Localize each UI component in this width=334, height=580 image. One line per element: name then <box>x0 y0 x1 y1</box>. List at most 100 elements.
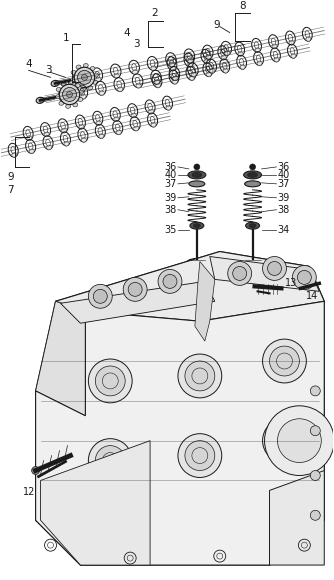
Ellipse shape <box>118 87 123 92</box>
Circle shape <box>270 426 299 455</box>
Ellipse shape <box>76 65 81 69</box>
Ellipse shape <box>240 64 245 70</box>
Polygon shape <box>270 470 324 565</box>
Circle shape <box>295 287 301 292</box>
Circle shape <box>62 88 76 102</box>
Ellipse shape <box>171 66 175 71</box>
Ellipse shape <box>70 78 75 82</box>
Circle shape <box>89 284 112 308</box>
Text: 35: 35 <box>165 224 177 235</box>
Ellipse shape <box>206 55 211 59</box>
Ellipse shape <box>210 68 215 74</box>
Circle shape <box>95 445 125 476</box>
Ellipse shape <box>90 67 95 71</box>
Circle shape <box>194 164 200 170</box>
Ellipse shape <box>114 117 119 122</box>
Ellipse shape <box>245 222 260 229</box>
Ellipse shape <box>47 145 51 150</box>
Ellipse shape <box>97 121 101 125</box>
Text: 4: 4 <box>25 59 32 70</box>
Text: 7: 7 <box>7 185 14 195</box>
Circle shape <box>297 270 311 284</box>
Ellipse shape <box>99 134 104 139</box>
Ellipse shape <box>44 132 49 137</box>
Ellipse shape <box>223 68 228 73</box>
Text: 40: 40 <box>165 170 177 180</box>
Ellipse shape <box>96 77 101 82</box>
Circle shape <box>59 84 79 104</box>
Ellipse shape <box>93 80 98 84</box>
Ellipse shape <box>61 82 66 86</box>
Circle shape <box>278 419 321 462</box>
Ellipse shape <box>75 84 80 88</box>
Ellipse shape <box>169 62 175 67</box>
Ellipse shape <box>225 50 230 56</box>
Ellipse shape <box>249 224 256 227</box>
Text: 40: 40 <box>278 170 290 180</box>
Ellipse shape <box>291 53 296 59</box>
Ellipse shape <box>62 98 67 103</box>
Text: 34: 34 <box>278 224 290 235</box>
Circle shape <box>310 470 320 480</box>
Ellipse shape <box>27 136 32 140</box>
Ellipse shape <box>173 79 177 84</box>
Ellipse shape <box>66 104 70 108</box>
Ellipse shape <box>149 109 154 114</box>
Text: 3: 3 <box>45 66 52 75</box>
Ellipse shape <box>114 74 119 78</box>
Text: 2: 2 <box>152 8 158 17</box>
Circle shape <box>128 282 142 296</box>
Polygon shape <box>210 256 319 291</box>
Circle shape <box>233 266 246 280</box>
Ellipse shape <box>243 171 262 179</box>
Ellipse shape <box>204 59 209 64</box>
Ellipse shape <box>79 90 84 94</box>
Circle shape <box>263 339 306 383</box>
Circle shape <box>263 419 306 462</box>
Circle shape <box>178 434 222 477</box>
Text: 3: 3 <box>134 39 140 49</box>
Ellipse shape <box>133 70 138 74</box>
Circle shape <box>270 346 299 376</box>
Ellipse shape <box>88 86 93 90</box>
Ellipse shape <box>274 57 279 62</box>
Ellipse shape <box>193 224 200 227</box>
Text: 1: 1 <box>63 32 69 42</box>
Circle shape <box>310 510 320 520</box>
Ellipse shape <box>191 72 196 77</box>
Ellipse shape <box>71 70 76 74</box>
Polygon shape <box>36 301 324 565</box>
Ellipse shape <box>74 84 79 88</box>
Polygon shape <box>55 252 324 321</box>
Circle shape <box>89 438 132 483</box>
Ellipse shape <box>166 106 171 110</box>
Text: 12: 12 <box>22 487 35 498</box>
Polygon shape <box>195 262 215 341</box>
Ellipse shape <box>206 72 211 77</box>
Ellipse shape <box>55 95 60 99</box>
Ellipse shape <box>77 81 82 86</box>
Circle shape <box>123 277 147 301</box>
Text: 8: 8 <box>239 1 246 10</box>
Ellipse shape <box>272 44 277 49</box>
Ellipse shape <box>79 124 84 129</box>
Text: 36: 36 <box>165 162 177 172</box>
Text: 4: 4 <box>124 28 130 38</box>
Circle shape <box>249 164 256 170</box>
Ellipse shape <box>36 97 44 103</box>
Circle shape <box>74 67 95 88</box>
Ellipse shape <box>257 61 262 66</box>
Ellipse shape <box>188 63 192 67</box>
Text: 39: 39 <box>278 193 290 203</box>
Circle shape <box>292 266 316 289</box>
Text: 13: 13 <box>286 278 298 288</box>
Ellipse shape <box>83 64 88 67</box>
Circle shape <box>185 361 215 391</box>
Circle shape <box>228 262 252 285</box>
Ellipse shape <box>81 137 87 142</box>
Circle shape <box>185 441 215 470</box>
Ellipse shape <box>289 41 294 45</box>
Circle shape <box>77 70 92 84</box>
Ellipse shape <box>306 37 311 42</box>
Circle shape <box>93 289 107 303</box>
